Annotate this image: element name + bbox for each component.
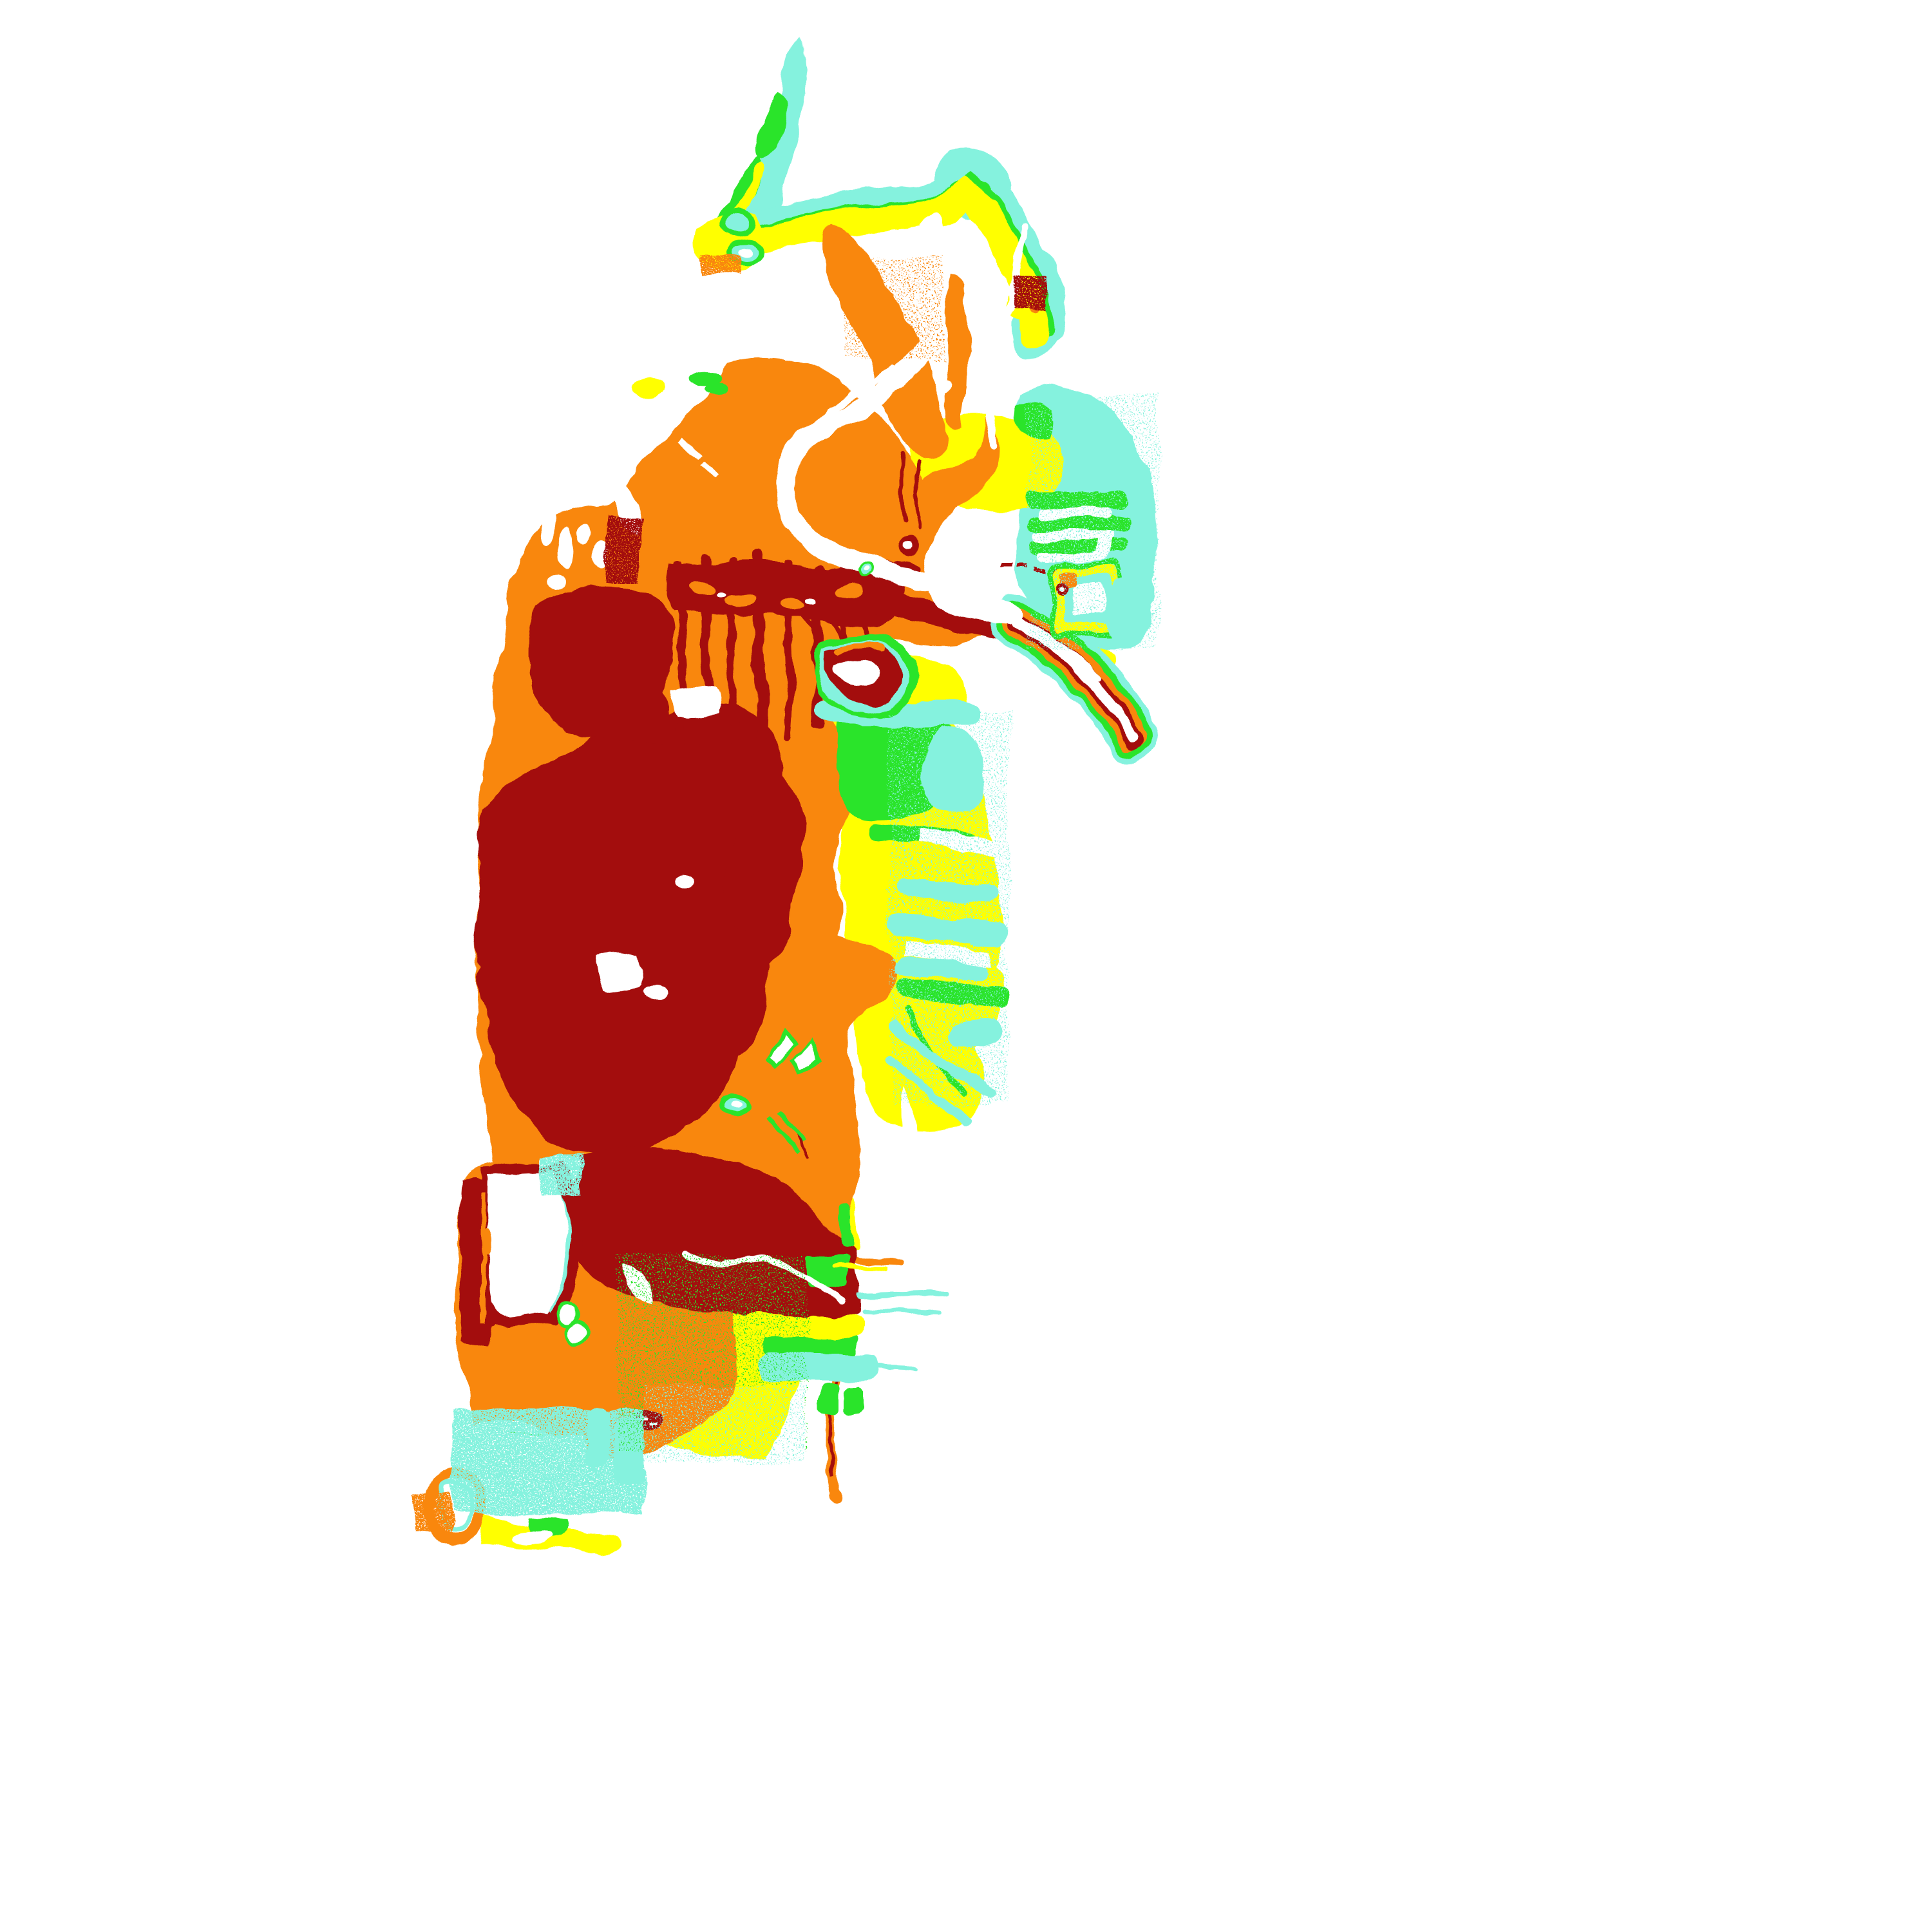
hook-band-notch: [922, 211, 942, 237]
speckle-zone: [1012, 276, 1045, 309]
white-slash: [681, 439, 701, 459]
arm-hot-streak: [898, 452, 907, 524]
west-strip-pocket: [480, 1229, 493, 1252]
road-line: [808, 366, 896, 430]
white-block-gap: [670, 685, 721, 721]
speckle-zone: [604, 515, 641, 582]
mini-lake-water: [904, 540, 914, 547]
bank-mottle: [689, 581, 715, 594]
branch-tip-water: [1128, 733, 1139, 746]
claw-gap: [577, 525, 590, 544]
detail-overlays: [413, 210, 1159, 1545]
beak-pond-water: [739, 247, 753, 256]
road-line: [988, 222, 1029, 448]
speckle-zone: [890, 710, 1009, 1106]
bank-dash: [1005, 564, 1015, 569]
tail-west-fringe: [702, 164, 766, 258]
bank-dash: [1020, 565, 1030, 570]
claw-gap: [547, 573, 565, 589]
tilted-field-streak: [779, 1111, 807, 1142]
twin-pond-water: [561, 1304, 578, 1323]
arm-hot-streak: [914, 459, 922, 530]
canal-tail-tip: [829, 1488, 841, 1503]
speckle-zone: [451, 1408, 644, 1514]
speckle-zone: [1027, 395, 1159, 650]
harbor-basin-water: [487, 1172, 567, 1319]
white-triangle-field: [793, 1041, 815, 1070]
central-hot-core: [475, 706, 806, 1157]
se-green-block: [809, 1255, 850, 1287]
white-slash: [583, 380, 607, 393]
channel-east-strip: [943, 277, 968, 429]
pond-water: [731, 1101, 741, 1108]
wedge-white-sliver: [510, 1530, 551, 1543]
claw-green-fleck: [705, 383, 728, 395]
tail-green-1: [755, 91, 788, 162]
hot-ne-arm: [724, 812, 802, 933]
white-slash: [697, 460, 719, 481]
claw-green-fleck: [689, 371, 720, 386]
hook-yellow-band: [717, 178, 1049, 347]
hot-core-gap: [643, 985, 663, 1001]
fan-white-wedge: [899, 1088, 929, 1195]
hot-core-gap: [597, 952, 642, 995]
tilted-field-streak: [768, 1115, 800, 1151]
stripe-green-col: [841, 1206, 853, 1248]
se-green-rect: [819, 1385, 840, 1414]
bank-pond-water: [861, 569, 867, 574]
hot-core-gap: [676, 877, 697, 890]
claw-gap: [560, 529, 574, 568]
beak-pond: [727, 214, 749, 230]
estuary-tail: [710, 32, 806, 256]
upper-west-hot-blob: [530, 585, 673, 746]
bank-mottle: [725, 592, 756, 606]
cluster-white-bar: [997, 533, 1007, 550]
speckle-zone: [701, 254, 741, 276]
white-triangle-field: [769, 1037, 792, 1065]
se-cyan-streak: [855, 1290, 951, 1299]
island-hole: [934, 378, 949, 391]
se-cyan-streak: [878, 1364, 920, 1370]
speckle-zone: [644, 1385, 805, 1462]
se-cyan-streak: [859, 1310, 942, 1318]
claw-gap: [541, 513, 556, 546]
speckle-zone: [540, 1155, 582, 1195]
speckle-zone: [844, 258, 940, 361]
twin-pond-water: [571, 1323, 585, 1340]
raster-layers: [413, 32, 1159, 1553]
speckle-zone: [413, 1494, 450, 1534]
yellow-patch: [631, 379, 665, 399]
oxbow-water: [831, 659, 878, 687]
oxbow-orange-arc: [834, 643, 886, 654]
bank-mottle-gap: [806, 598, 817, 605]
bank-mottle: [781, 600, 804, 611]
bank-mottle-gap: [716, 589, 726, 596]
bank-mottle: [837, 585, 863, 597]
field-spike-yellow: [836, 1264, 886, 1270]
river-wide-reach: [926, 583, 1009, 623]
se-green-rect: [845, 1387, 863, 1414]
